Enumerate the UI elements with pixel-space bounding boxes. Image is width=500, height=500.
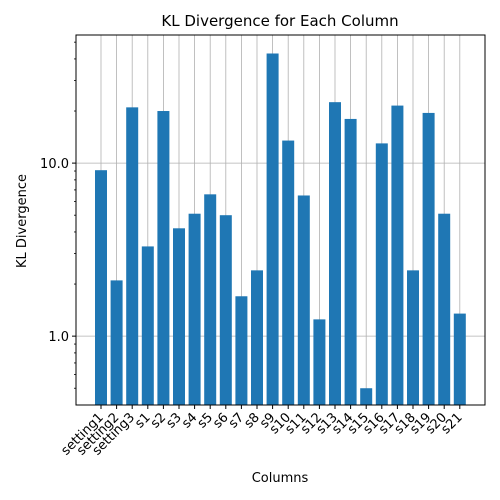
chart-title: KL Divergence for Each Column — [161, 12, 398, 30]
bar-s4 — [188, 213, 201, 405]
bar-s21 — [453, 313, 466, 405]
bar-s16 — [375, 143, 388, 405]
bar-s15 — [360, 388, 373, 405]
bar-setting3 — [126, 107, 139, 405]
bar-s11 — [297, 195, 310, 405]
bar-s3 — [173, 228, 185, 405]
bar-s2 — [157, 111, 170, 405]
bar-s12 — [313, 319, 326, 405]
bar-s17 — [391, 105, 404, 406]
y-axis: 1.0 10.0 — [40, 41, 76, 389]
bar-s6 — [219, 215, 232, 405]
y-tick-label: 10.0 — [40, 157, 69, 172]
bar-s10 — [282, 140, 295, 405]
y-axis-title: KL Divergence — [15, 174, 30, 268]
x-axis: setting1setting2setting3s1s2s3s4s5s6s7s8… — [59, 405, 466, 459]
bar-s20 — [438, 213, 451, 405]
y-tick-label: 1.0 — [48, 330, 69, 345]
bar-s9 — [266, 53, 279, 405]
bar-setting2 — [110, 280, 123, 405]
bar-s8 — [251, 270, 263, 405]
bar-s13 — [329, 102, 341, 406]
bar-s7 — [235, 296, 248, 405]
x-axis-title: Columns — [252, 471, 309, 486]
bar-s19 — [422, 112, 435, 405]
bar-series — [95, 53, 466, 406]
bar-s5 — [204, 194, 217, 405]
bar-s18 — [407, 270, 419, 405]
bar-s14 — [344, 118, 357, 405]
bar-setting1 — [95, 170, 107, 405]
plot-frame — [75, 34, 486, 406]
bar-s1 — [141, 246, 154, 405]
